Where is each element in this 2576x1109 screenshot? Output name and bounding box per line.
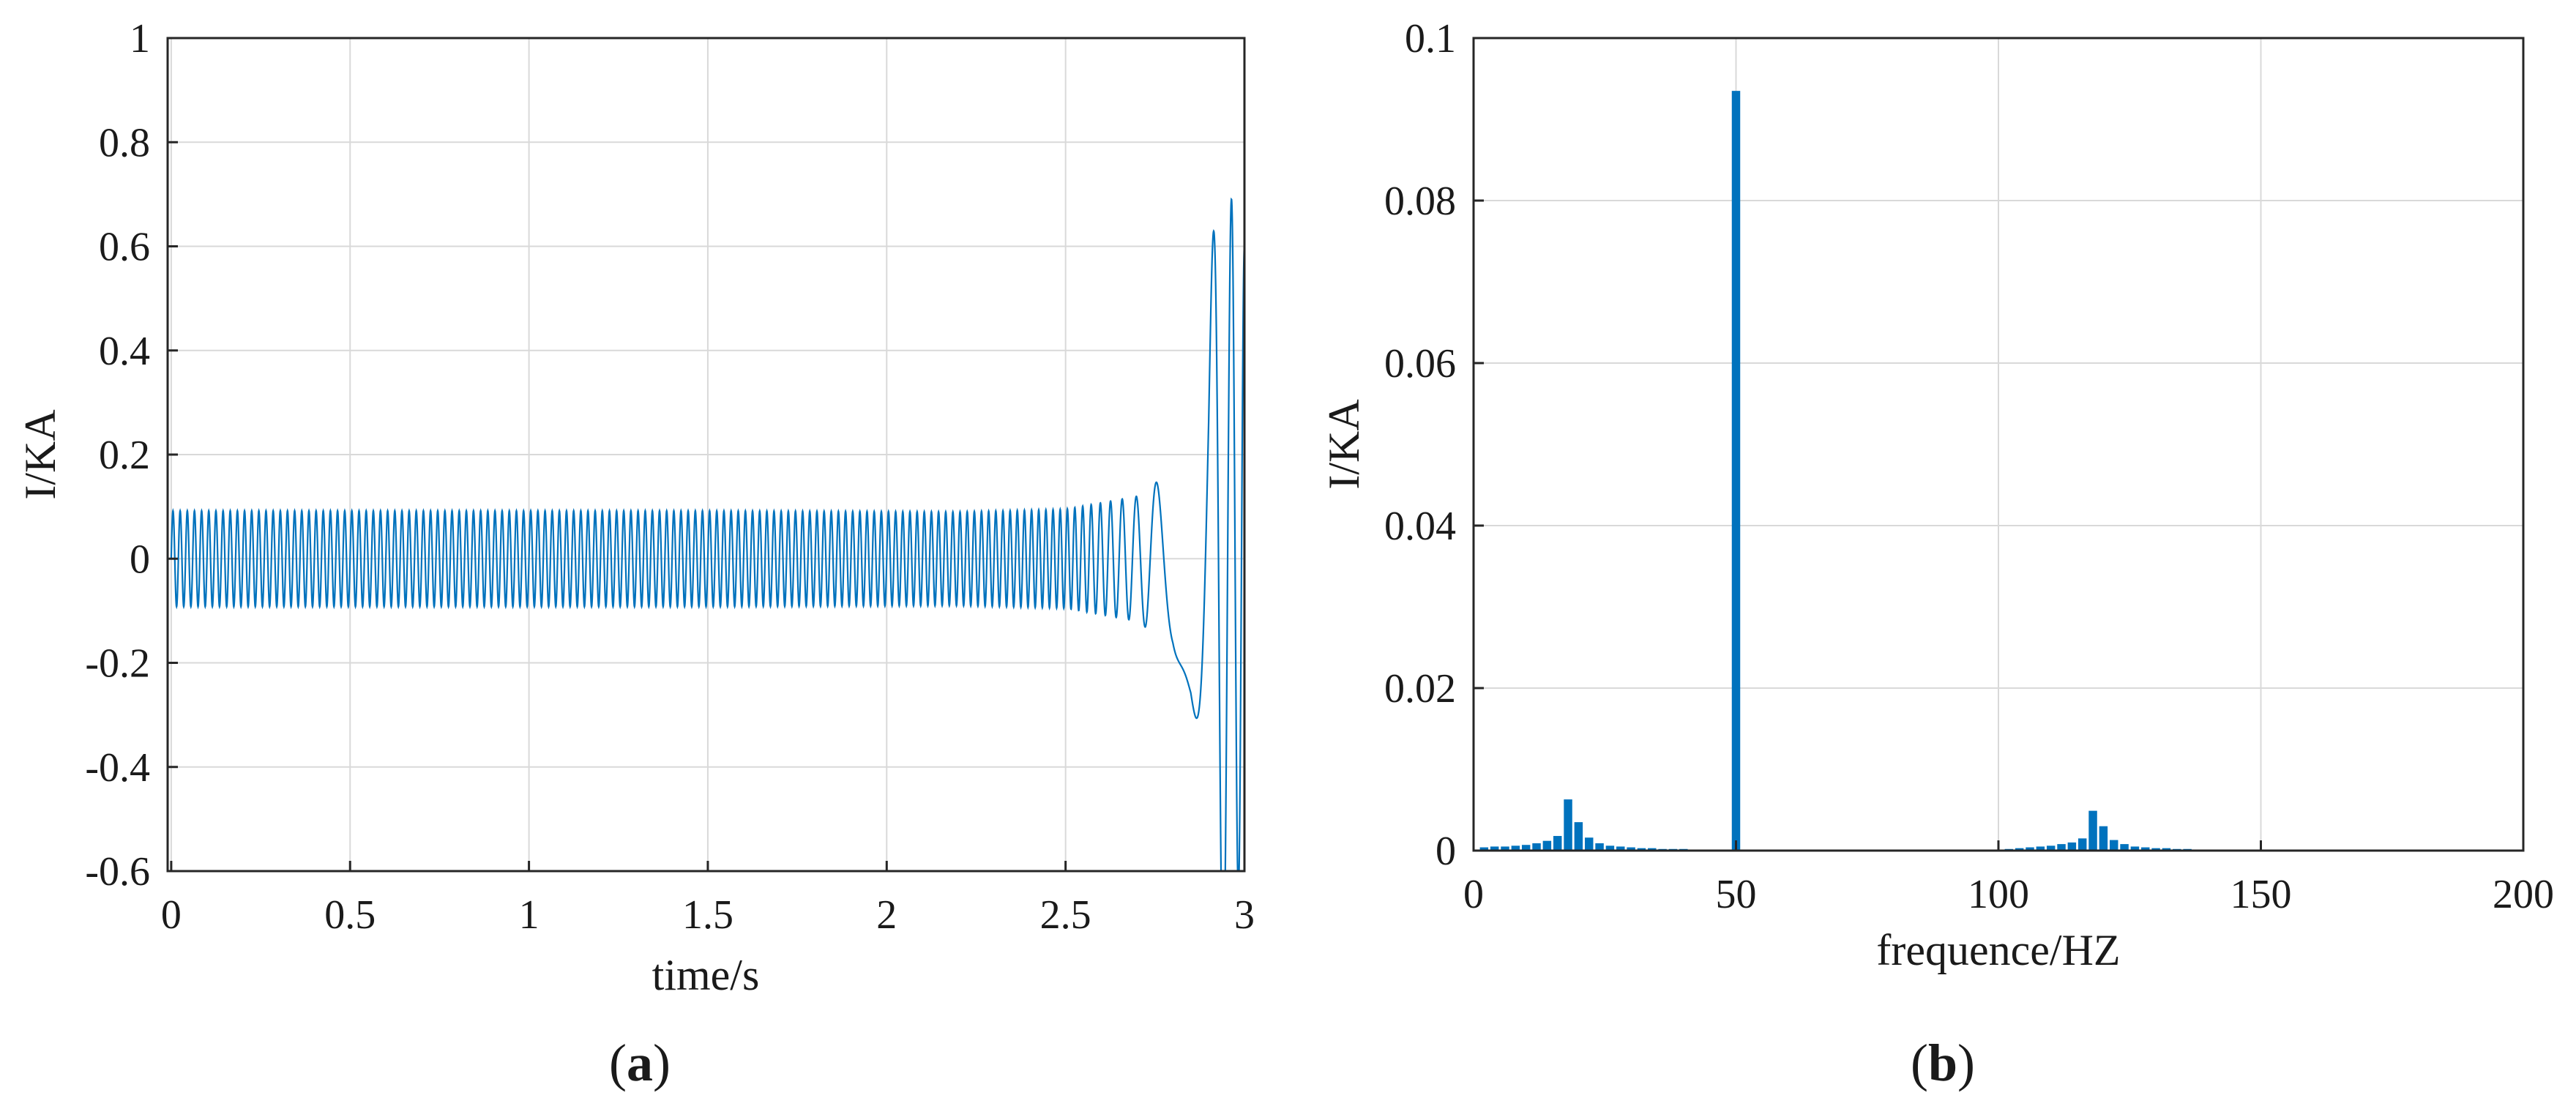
series-a — [170, 197, 1246, 873]
spectrum-bar — [1627, 847, 1635, 851]
spectrum-bar — [1595, 843, 1604, 851]
series-b — [1479, 91, 2234, 851]
x-tick-label: 150 — [2230, 872, 2292, 917]
y-tick-label: 0.02 — [1384, 666, 1456, 712]
chart-a: 0 0.5 1 1.5 2 2.5 3-0.6-0.4-0.200.20.40.60.81 … — [16, 16, 1255, 1092]
spectrum-bar — [1731, 91, 1741, 851]
spectrum-bar — [1532, 843, 1541, 851]
y-tick-label: 0.06 — [1384, 341, 1456, 387]
spectrum-bar — [2130, 846, 2140, 851]
x-tick-label: 2.5 — [1040, 892, 1091, 938]
ticks-a: 0 0.5 1 1.5 2 2.5 3 -0.6 -0.4 -0.2 0 0.2 0.4 0.6 0.8 1 — [85, 16, 1255, 938]
spectrum-bar — [2036, 846, 2045, 851]
y-tick-label: 1 — [130, 16, 150, 61]
spectrum-bar — [1616, 846, 1625, 851]
spectrum-bar — [2067, 842, 2077, 851]
spectrum-bar — [1574, 822, 1583, 851]
spectrum-bar — [2088, 810, 2097, 851]
x-tick-label: 3 — [1234, 892, 1255, 938]
x-axis-label-a: time/s — [652, 951, 760, 999]
y-tick-label: 0.8 — [99, 120, 150, 165]
y-tick-label: 0.2 — [99, 433, 150, 478]
spectrum-bar — [1511, 845, 1520, 851]
spectrum-bar — [2162, 848, 2171, 851]
panel-label-a-close: ) — [653, 1034, 671, 1092]
x-tick-label: 1 — [519, 892, 540, 938]
spectrum-bar — [1490, 846, 1499, 851]
ticks-b: 0 50 100 150 200 0 0.02 0.04 0.06 0.08 0.1 — [1384, 16, 2554, 917]
y-tick-label: 0.04 — [1384, 504, 1456, 549]
y-tick-label: 0.6 — [99, 225, 150, 270]
x-axis-label-b: frequence/HZ — [1876, 926, 2120, 974]
current-waveform-line — [170, 197, 1246, 873]
y-tick-label: -0.2 — [85, 641, 150, 687]
spectrum-bar — [2057, 844, 2066, 851]
spectrum-bar — [1585, 837, 1594, 851]
panel-label-a: (a) — [609, 1034, 671, 1092]
spectrum-bar — [2141, 847, 2150, 851]
x-tick-label: 50 — [1716, 872, 1757, 917]
y-tick-label: -0.4 — [85, 745, 150, 791]
spectrum-bar — [1542, 840, 1552, 851]
panel-label-b-close: ) — [1957, 1034, 1975, 1092]
spectrum-bar — [2015, 848, 2024, 851]
y-tick-label: 0.4 — [99, 329, 150, 374]
y-tick-label: 0.1 — [1405, 16, 1456, 61]
y-tick-label: 0 — [1436, 829, 1456, 874]
spectrum-bar — [2046, 845, 2056, 851]
y-tick-label: 0.08 — [1384, 179, 1456, 224]
y-axis-label-b: I/KA — [1320, 399, 1368, 489]
spectrum-bar — [1553, 836, 1562, 851]
x-tick-label: 0.5 — [324, 892, 376, 938]
x-tick-label: 0 — [161, 892, 182, 938]
spectrum-bar — [1479, 847, 1489, 851]
spectrum-bar — [1564, 799, 1572, 851]
spectrum-bar — [1648, 848, 1657, 851]
x-tick-label: 0 — [1463, 872, 1484, 917]
y-tick-label: -0.6 — [85, 849, 150, 895]
x-tick-label: 200 — [2493, 872, 2554, 917]
panel-label-b: (b) — [1911, 1034, 1975, 1092]
panel-label-b-open: ( — [1911, 1034, 1928, 1092]
y-tick-label: 0 — [130, 537, 150, 582]
spectrum-bar — [2077, 838, 2087, 851]
spectrum-bar — [2110, 840, 2118, 851]
spectrum-bar — [2026, 847, 2034, 851]
chart-b: 0 50 100 150 200 0 0.02 0.04 0.06 0.08 0.1 frequen… — [1320, 16, 2554, 1092]
spectrum-bar — [1501, 846, 1509, 851]
spectrum-bar — [1521, 845, 1531, 851]
x-tick-label: 100 — [1968, 872, 2029, 917]
spectrum-bar — [2120, 844, 2129, 851]
panel-label-a-open: ( — [609, 1034, 627, 1092]
x-tick-label: 2 — [876, 892, 897, 938]
spectrum-bar — [2099, 826, 2108, 851]
spectrum-bar — [1605, 845, 1615, 851]
spectrum-bar — [1637, 848, 1646, 851]
panel-label-b-letter: b — [1928, 1034, 1957, 1092]
x-tick-label: 1.5 — [682, 892, 733, 938]
spectrum-bar — [2151, 848, 2160, 851]
y-axis-label-a: I/KA — [16, 409, 64, 499]
panel-label-a-letter: a — [627, 1034, 653, 1092]
